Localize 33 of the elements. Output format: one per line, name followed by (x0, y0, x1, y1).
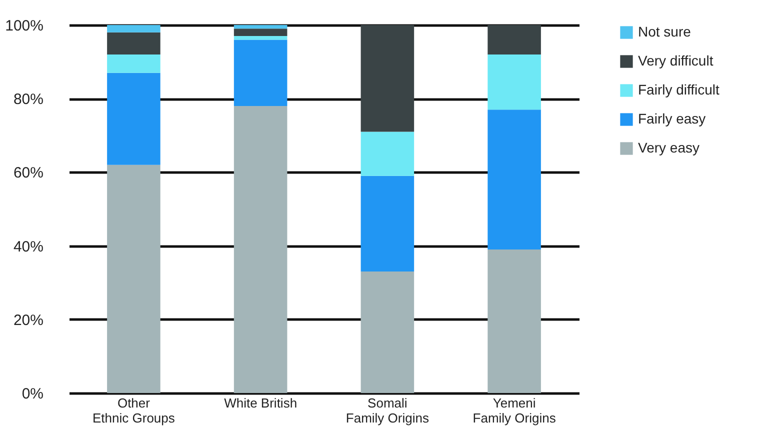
legend-label: Not sure (638, 24, 692, 40)
y-tick-label: 60% (13, 164, 44, 182)
bar (107, 54, 160, 73)
bar (107, 25, 160, 32)
bar (234, 40, 288, 106)
bar (360, 25, 414, 132)
bar (488, 110, 541, 250)
bar (107, 164, 160, 393)
y-tick-label: 40% (13, 238, 44, 256)
legend-label: Fairly difficult (638, 82, 720, 98)
bar (234, 25, 288, 29)
y-tick-label: 100% (5, 18, 44, 34)
x-tick-label: Somali Family Origins (346, 396, 430, 426)
bar (107, 72, 160, 165)
bar (488, 249, 541, 393)
bar (107, 32, 160, 54)
bar (234, 28, 288, 36)
bar (234, 36, 288, 40)
bar (360, 272, 414, 393)
legend-label: Fairly easy (638, 110, 706, 126)
y-tick-label: 20% (13, 312, 44, 329)
y-tick-label: 0% (22, 386, 44, 402)
bar (234, 106, 288, 393)
bar (488, 54, 541, 110)
legend-label: Very difficult (638, 52, 714, 68)
x-tick-label: Other Ethnic Groups (92, 396, 176, 426)
x-tick-label: White British (224, 396, 298, 410)
legend-label: Very easy (638, 140, 700, 156)
bar (360, 176, 414, 272)
x-tick-label: Yemeni Family Origins (472, 396, 556, 426)
y-tick-label: 80% (13, 91, 44, 108)
bar (360, 132, 414, 176)
bar (488, 25, 541, 54)
